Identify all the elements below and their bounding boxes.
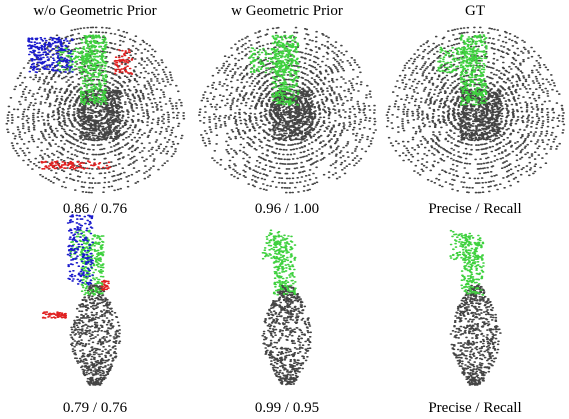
error-points bbox=[27, 36, 74, 74]
error-points bbox=[41, 279, 110, 319]
caption: Precise / Recall bbox=[428, 201, 522, 217]
object-points bbox=[261, 229, 297, 296]
object-points bbox=[449, 229, 485, 296]
column-title: w Geometric Prior bbox=[231, 3, 343, 19]
column-title: GT bbox=[465, 3, 485, 19]
ground-points bbox=[385, 26, 566, 194]
column-title: w/o Geometric Prior bbox=[33, 3, 157, 19]
error-points bbox=[66, 214, 94, 286]
ground-points bbox=[198, 26, 377, 194]
caption: 0.79 / 0.76 bbox=[62, 400, 128, 416]
ground-points bbox=[69, 284, 122, 386]
ground-points bbox=[449, 284, 502, 386]
caption: 0.96 / 1.00 bbox=[254, 201, 320, 217]
caption: 0.86 / 0.76 bbox=[62, 201, 128, 217]
ground-points bbox=[5, 26, 186, 194]
object-points bbox=[437, 34, 488, 106]
error-points bbox=[40, 49, 134, 170]
object-points bbox=[248, 34, 300, 106]
caption: Precise / Recall bbox=[428, 400, 522, 416]
ground-points bbox=[261, 284, 312, 386]
caption: 0.99 / 0.95 bbox=[254, 400, 320, 416]
